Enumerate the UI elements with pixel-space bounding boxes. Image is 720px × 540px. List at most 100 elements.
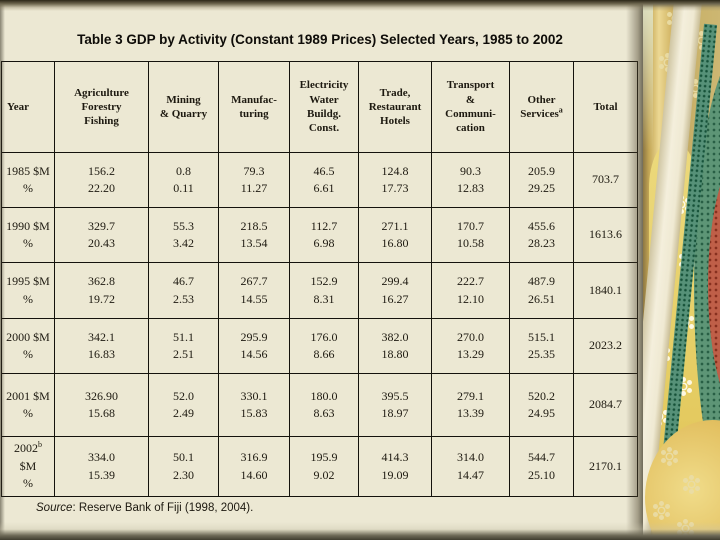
column-header-other-services: Other Servicesa (509, 61, 574, 153)
data-cell: 152.9 8.31 (289, 262, 359, 319)
table-row: 1995 $M % 362.8 19.72 46.7 2.53 267.7 14.55… (1, 262, 638, 319)
column-header-label: Total (593, 100, 618, 113)
data-cell: 50.1 2.30 (148, 436, 219, 497)
data-cell: 330.1 15.83 (218, 373, 290, 437)
header-row: Year Agriculture Forestry Fishing Mining &… (1, 61, 638, 153)
data-cell: 52.0 2.49 (148, 373, 219, 437)
row-label-text: % (23, 347, 33, 361)
bottom-bevel-edge (0, 522, 720, 540)
column-header-label: Agriculture Forestry Fishing (74, 86, 129, 128)
column-header-year: Year (1, 61, 55, 153)
data-cell: 544.7 25.10 (509, 436, 574, 497)
column-header-manufacturing: Manufac- turing (218, 61, 290, 153)
data-cell: 124.8 17.73 (358, 152, 432, 208)
row-label-text: % (23, 291, 33, 306)
column-header-label: Electricity Water Buildg. Const. (299, 79, 349, 135)
flower-icon (659, 508, 664, 513)
row-label-text: 2000 $M (6, 329, 50, 344)
row-label-text: 1985 $M (6, 163, 50, 178)
left-bevel-edge (0, 0, 5, 540)
data-cell: 342.1 16.83 (54, 318, 149, 374)
column-header-mining: Mining & Quarry (148, 61, 219, 153)
data-cell: 90.3 12.83 (431, 152, 510, 208)
data-cell: 112.7 6.98 (289, 207, 359, 263)
footnote-marker: a (558, 105, 563, 115)
data-cell: 299.4 16.27 (358, 262, 432, 319)
data-cell: 176.0 8.66 (289, 318, 359, 374)
table-row: 2002b $M % 334.0 15.39 50.1 2.30 316.9 14.6… (1, 436, 638, 497)
data-cell: 46.7 2.53 (148, 262, 219, 319)
data-cell: 180.0 8.63 (289, 373, 359, 437)
row-label-text: 1995 $M (6, 274, 50, 289)
data-cell: 362.8 19.72 (54, 262, 149, 319)
data-cell: 170.7 10.58 (431, 207, 510, 263)
data-cell: 395.5 18.97 (358, 373, 432, 437)
column-header-transport: Transport & Communi- cation (431, 61, 510, 153)
row-label: 2001 $M % (1, 373, 55, 437)
data-cell: 334.0 15.39 (54, 436, 149, 497)
table-row: 1990 $M % 329.7 20.43 55.3 3.42 218.5 13.54… (1, 207, 638, 263)
data-cell: 218.5 13.54 (218, 207, 290, 263)
table-row: 2000 $M % 342.1 16.83 51.1 2.51 295.9 14.56… (1, 318, 638, 374)
table-row: 1985 $M % 156.2 22.20 0.8 0.11 79.3 11.27 46… (1, 152, 638, 208)
data-cell: 487.9 26.51 (509, 262, 574, 319)
column-header-label: Manufac- turing (231, 93, 277, 120)
data-cell: 0.8 0.11 (148, 152, 219, 208)
data-cell: 267.7 14.55 (218, 262, 290, 319)
data-cell: 314.0 14.47 (431, 436, 510, 497)
row-label-text: % (23, 406, 33, 420)
flower-icon (667, 454, 672, 459)
row-label-text: 2001 $M (6, 388, 50, 403)
data-cell: 326.90 15.68 (54, 373, 149, 437)
data-cell: 55.3 3.42 (148, 207, 219, 263)
row-label: 2002b $M % (1, 436, 55, 497)
row-label: 1995 $M % (1, 262, 55, 319)
top-bevel-edge (0, 0, 720, 11)
data-cell: 156.2 22.20 (54, 152, 149, 208)
column-header-trade: Trade, Restaurant Hotels (358, 61, 432, 153)
data-cell: 329.7 20.43 (54, 207, 149, 263)
column-header-electricity: Electricity Water Buildg. Const. (289, 61, 359, 153)
data-cell: 515.1 25.35 (509, 318, 574, 374)
source-text: : Reserve Bank of Fiji (1998, 2004). (72, 502, 254, 514)
data-cell: 205.9 29.25 (509, 152, 574, 208)
data-cell: 382.0 18.80 (358, 318, 432, 374)
data-cell: 316.9 14.60 (218, 436, 290, 497)
data-cell: 455.6 28.23 (509, 207, 574, 263)
data-cell: 46.5 6.61 (289, 152, 359, 208)
column-header-label: Trade, Restaurant Hotels (368, 86, 422, 128)
data-cell: 271.1 16.80 (358, 207, 432, 263)
pale-band-decoration (643, 0, 653, 150)
table-row: 2001 $M % 326.90 15.68 52.0 2.49 330.1 15.8… (1, 373, 638, 437)
column-header-label: Year (7, 100, 29, 113)
data-cell: 520.2 24.95 (509, 373, 574, 437)
row-label: 2000 $M % (1, 318, 55, 374)
panel-edge-shadow (626, 0, 643, 540)
data-cell: 51.1 2.51 (148, 318, 219, 374)
row-label: 1990 $M % (1, 207, 55, 263)
column-header-agriculture: Agriculture Forestry Fishing (54, 61, 149, 153)
column-header-label: Transport & Communi- cation (445, 79, 496, 135)
page-title: Table 3 GDP by Activity (Constant 1989 P… (77, 32, 563, 47)
flower-icon (689, 482, 694, 487)
data-cell: 414.3 19.09 (358, 436, 432, 497)
data-cell: 222.7 12.10 (431, 262, 510, 319)
source-label: Source (36, 502, 73, 514)
row-label-text: 2002 (14, 441, 38, 456)
data-cell: 279.1 13.39 (431, 373, 510, 437)
source-note: Source: Reserve Bank of Fiji (1998, 2004… (36, 502, 253, 514)
decorative-border (643, 0, 720, 540)
data-cell: 79.3 11.27 (218, 152, 290, 208)
row-label-text: $M % (19, 458, 37, 491)
column-header-label: Other Services (520, 93, 559, 120)
row-label-text: % (23, 181, 33, 195)
data-cell: 195.9 9.02 (289, 436, 359, 497)
footnote-marker: b (38, 440, 42, 450)
row-label-text: 1990 $M (6, 218, 50, 233)
row-label-text: % (23, 236, 33, 250)
data-cell: 295.9 14.56 (218, 318, 290, 374)
column-header-label: Mining & Quarry (159, 93, 208, 120)
gdp-table: Year Agriculture Forestry Fishing Mining &… (1, 61, 638, 497)
row-label: 1985 $M % (1, 152, 55, 208)
data-cell: 270.0 13.29 (431, 318, 510, 374)
